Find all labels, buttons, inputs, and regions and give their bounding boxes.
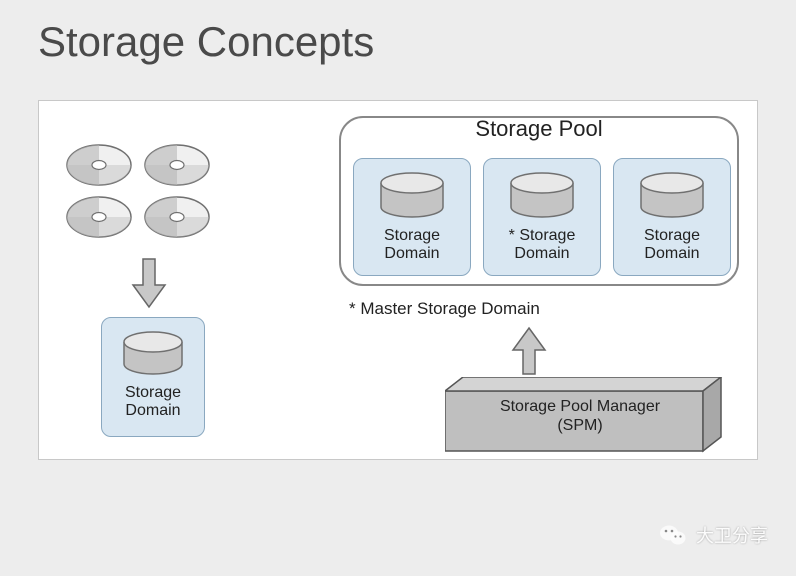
storage-pool-title: Storage Pool <box>475 116 602 142</box>
cylinder-icon <box>375 169 449 221</box>
wechat-icon <box>660 524 686 546</box>
domain-label: Storage Domain <box>125 384 181 421</box>
cylinder-icon <box>505 169 579 221</box>
diagram-canvas: Storage Domain Storage Pool Storage Doma… <box>38 100 758 460</box>
disc-icon <box>142 141 212 189</box>
disc-icon <box>64 193 134 241</box>
page-title: Storage Concepts <box>38 18 374 66</box>
spm-label: Storage Pool Manager (SPM) <box>445 397 715 435</box>
domain-label: Storage Domain <box>644 227 700 264</box>
storage-domain-box-master: * Storage Domain <box>483 158 601 276</box>
cylinder-icon <box>118 328 188 378</box>
cylinder-icon <box>635 169 709 221</box>
disc-icon <box>142 193 212 241</box>
watermark: 大卫分享 <box>660 522 768 548</box>
disc-icon <box>64 141 134 189</box>
domain-label: * Storage Domain <box>509 227 576 264</box>
storage-pool-container: Storage Pool Storage Domain * Storage <box>339 116 739 286</box>
single-storage-domain: Storage Domain <box>101 317 205 437</box>
disc-group <box>64 141 212 241</box>
arrow-down-icon <box>129 257 169 312</box>
storage-domain-box: Storage Domain <box>613 158 731 276</box>
storage-domain-box: Storage Domain <box>353 158 471 276</box>
watermark-text: 大卫分享 <box>696 522 768 548</box>
domain-label: Storage Domain <box>384 227 440 264</box>
arrow-up-icon <box>509 326 549 378</box>
domain-row: Storage Domain * Storage Domain <box>353 158 731 276</box>
master-note: * Master Storage Domain <box>349 299 540 319</box>
spm-box: Storage Pool Manager (SPM) <box>445 377 735 447</box>
